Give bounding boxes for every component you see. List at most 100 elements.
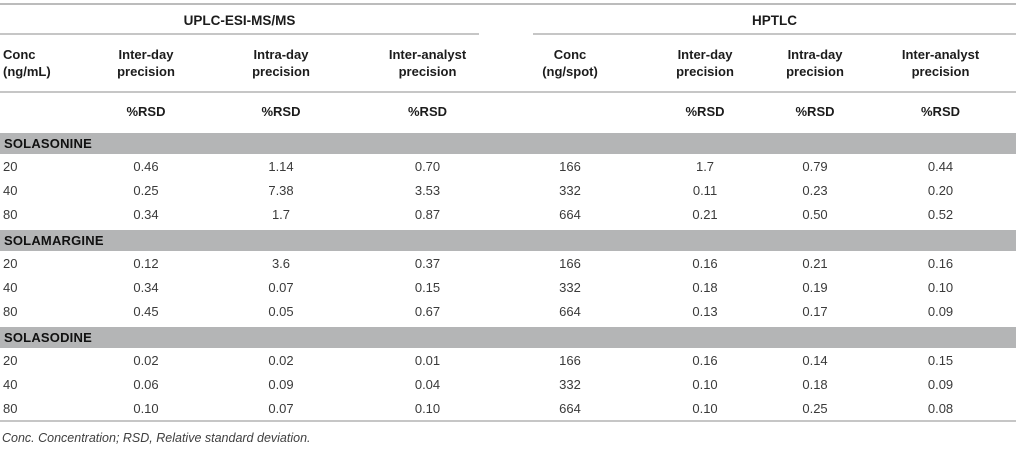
table-row: 40 0.25 7.38 3.53 332 0.11 0.23 0.20: [0, 178, 1016, 202]
data-cell: 3.6: [271, 255, 291, 271]
data-cell: 0.05: [268, 303, 294, 319]
table-row: 40 0.06 0.09 0.04 332 0.10 0.18 0.09: [0, 372, 1016, 396]
data-cell: 0.13: [692, 303, 718, 319]
data-cell: 0.67: [414, 303, 441, 319]
data-cell: 0.07: [202, 396, 360, 422]
table-row: 20 0.02 0.02 0.01 166 0.16 0.14 0.15: [0, 348, 1016, 372]
data-cell: 0.02: [268, 352, 294, 368]
data-cell: 40: [3, 376, 18, 392]
rsd-label-empty: [495, 92, 646, 132]
data-cell: 0.34: [133, 279, 159, 295]
column-header-interanalyst-uplc: Inter-analyst precision: [360, 35, 496, 93]
data-cell: 0.23: [802, 182, 828, 198]
column-header-interanalyst-hptlc: Inter-analyst precision: [865, 35, 1016, 93]
rsd-label: %RSD: [865, 92, 1016, 132]
data-cell: 0.25: [765, 396, 866, 422]
column-header-conc-ngspot: Conc (ng/spot): [495, 35, 646, 93]
data-cell: 0.18: [802, 376, 828, 392]
rsd-label: %RSD: [765, 92, 866, 132]
data-cell: 0.11: [692, 182, 718, 198]
data-cell: 20: [3, 255, 18, 271]
column-header-row: Conc (ng/mL) Inter-day precision Intra-d…: [0, 35, 1016, 93]
data-cell: 20: [3, 158, 18, 174]
column-header-intraday-uplc: Intra-day precision: [202, 35, 360, 93]
section-band-solasonine: SOLASONINE: [0, 129, 1016, 154]
data-cell: 0.44: [927, 158, 954, 174]
data-cell: 0.02: [133, 352, 159, 368]
data-cell: 80: [3, 303, 18, 319]
precision-table: UPLC-ESI-MS/MS HPTLC Conc (ng/mL) Inter-…: [0, 3, 1016, 422]
data-cell: 664: [559, 303, 581, 319]
data-cell: 40: [3, 279, 18, 295]
table-row: 20 0.12 3.6 0.37 166 0.16 0.21 0.16: [0, 251, 1016, 275]
data-cell: 0.52: [927, 206, 954, 222]
data-cell: 0.09: [268, 376, 294, 392]
method-group-header-row: UPLC-ESI-MS/MS HPTLC: [0, 4, 1016, 35]
rsd-label: %RSD: [90, 92, 202, 132]
data-cell: 0.19: [802, 279, 828, 295]
data-cell: 0.34: [133, 206, 159, 222]
table-row: 80 0.34 1.7 0.87 664 0.21 0.50 0.52: [0, 202, 1016, 228]
data-cell: 166: [559, 158, 581, 174]
column-header-conc-ngml: Conc (ng/mL): [0, 35, 90, 93]
data-cell: 0.21: [802, 255, 828, 271]
data-cell: 0.16: [927, 255, 954, 271]
data-cell: 0.08: [865, 396, 1016, 422]
rsd-label: %RSD: [645, 92, 766, 132]
data-cell: 0.45: [133, 303, 159, 319]
section-band-solamargine: SOLAMARGINE: [0, 226, 1016, 251]
data-cell: 0.18: [692, 279, 718, 295]
data-cell: 0.04: [414, 376, 441, 392]
data-cell: 664: [559, 206, 581, 222]
data-cell: 1.7: [271, 206, 291, 222]
data-cell: 0.70: [414, 158, 441, 174]
table-row: 40 0.34 0.07 0.15 332 0.18 0.19 0.10: [0, 275, 1016, 299]
data-cell: 0.06: [133, 376, 159, 392]
data-cell: 166: [559, 255, 581, 271]
data-cell: 0.01: [414, 352, 441, 368]
section-band-label: SOLAMARGINE: [0, 226, 1016, 251]
data-cell: 0.09: [927, 303, 954, 319]
data-cell: 0.10: [645, 396, 766, 422]
method-group-hptlc-label: HPTLC: [533, 5, 1016, 35]
data-cell: 0.15: [927, 352, 954, 368]
column-header-intraday-hptlc: Intra-day precision: [765, 35, 866, 93]
data-cell: 0.07: [268, 279, 294, 295]
data-cell: 40: [3, 182, 18, 198]
section-band-solasodine: SOLASODINE: [0, 323, 1016, 348]
data-cell: 0.79: [802, 158, 828, 174]
data-cell: 0.10: [90, 396, 202, 422]
rsd-label-empty: [0, 92, 90, 132]
table-row: 80 0.10 0.07 0.10 664 0.10 0.25 0.08: [0, 396, 1016, 422]
data-cell: 0.10: [927, 279, 954, 295]
data-cell: 0.12: [133, 255, 159, 271]
table-footnote: Conc. Concentration; RSD, Relative stand…: [2, 431, 311, 445]
data-cell: 80: [3, 206, 18, 222]
data-cell: 0.20: [927, 182, 954, 198]
data-cell: 3.53: [414, 182, 441, 198]
data-cell: 20: [3, 352, 18, 368]
data-cell: 332: [559, 376, 581, 392]
data-cell: 7.38: [268, 182, 294, 198]
method-group-hptlc: HPTLC: [495, 4, 1016, 35]
data-cell: 166: [559, 352, 581, 368]
data-cell: 332: [559, 182, 581, 198]
data-cell: 0.14: [802, 352, 828, 368]
data-cell: 0.16: [692, 352, 718, 368]
data-cell: 0.87: [414, 206, 441, 222]
section-band-label: SOLASODINE: [0, 323, 1016, 348]
method-group-uplc-label: UPLC-ESI-MS/MS: [0, 5, 480, 35]
data-cell: 664: [495, 396, 646, 422]
data-cell: 0.25: [133, 182, 159, 198]
data-cell: 0.16: [692, 255, 718, 271]
data-cell: 0.10: [692, 376, 718, 392]
data-cell: 1.14: [268, 158, 294, 174]
data-cell: 0.17: [802, 303, 828, 319]
column-header-interday-uplc: Inter-day precision: [90, 35, 202, 93]
method-group-uplc: UPLC-ESI-MS/MS: [0, 4, 495, 35]
data-cell: 80: [0, 396, 90, 422]
rsd-label: %RSD: [202, 92, 360, 132]
table-row: 80 0.45 0.05 0.67 664 0.13 0.17 0.09: [0, 299, 1016, 325]
data-cell: 1.7: [695, 158, 715, 174]
